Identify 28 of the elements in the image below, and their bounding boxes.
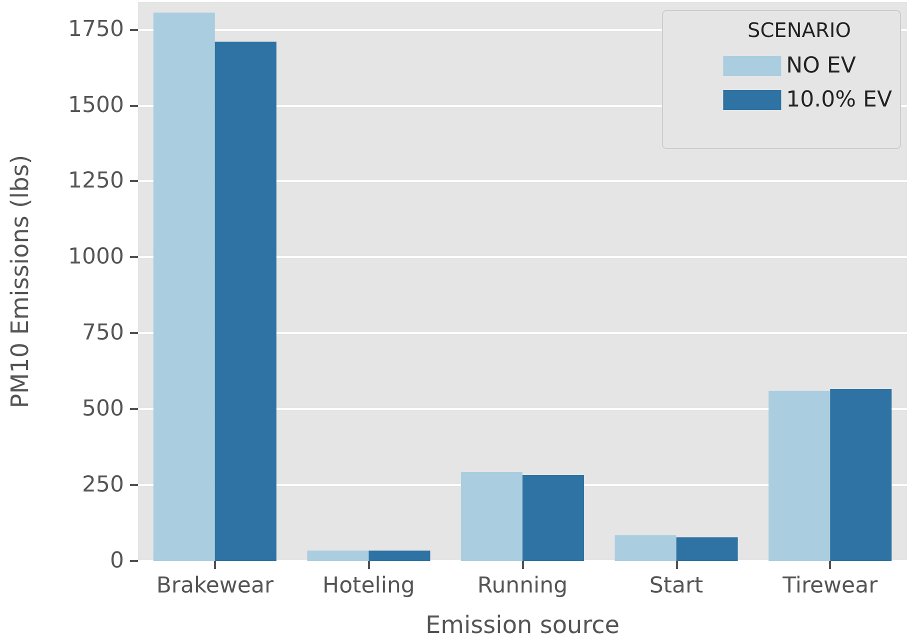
y-tick-label: 500 bbox=[82, 396, 124, 422]
legend-label: 10.0% EV bbox=[786, 88, 892, 112]
y-tick-label: 1000 bbox=[68, 244, 124, 270]
y-tick-label: 250 bbox=[82, 472, 124, 498]
y-axis-title: PM10 Emissions (lbs) bbox=[6, 154, 34, 408]
bar bbox=[307, 550, 369, 561]
x-axis-title: Emission source bbox=[425, 611, 620, 639]
bar bbox=[768, 390, 830, 561]
bar bbox=[153, 12, 215, 561]
bar bbox=[830, 389, 892, 561]
y-tick-label: 1750 bbox=[68, 16, 124, 42]
bar bbox=[214, 42, 276, 561]
bar bbox=[614, 535, 676, 561]
y-tick-label: 1500 bbox=[68, 92, 124, 118]
bar bbox=[368, 550, 430, 561]
x-tick-label: Tirewear bbox=[782, 574, 879, 598]
x-tick-label: Start bbox=[649, 574, 704, 598]
bar bbox=[676, 537, 738, 561]
y-tick-label: 1250 bbox=[68, 168, 124, 194]
bar bbox=[522, 475, 584, 561]
legend-label: NO EV bbox=[786, 54, 856, 78]
x-tick-label: Running bbox=[477, 574, 568, 598]
x-tick-label: Brakewear bbox=[156, 574, 274, 598]
legend-title: SCENARIO bbox=[748, 18, 852, 42]
x-tick-label: Hoteling bbox=[322, 574, 415, 598]
y-tick-label: 750 bbox=[82, 320, 124, 346]
y-tick-label: 0 bbox=[110, 548, 124, 574]
bar bbox=[460, 472, 522, 561]
